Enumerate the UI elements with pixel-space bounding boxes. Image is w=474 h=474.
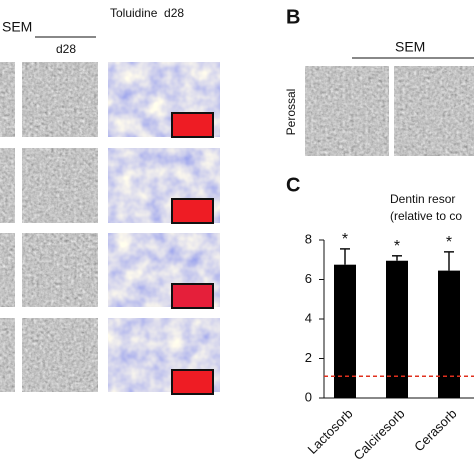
y-tick-label: 6 <box>305 271 312 286</box>
x-tick-label: Lactosorb <box>305 406 356 457</box>
significance-mark: * <box>446 234 452 251</box>
row-label: Perossal <box>284 89 298 136</box>
x-tick-label: Calciresorb <box>350 406 407 463</box>
sem-image <box>305 66 389 156</box>
toluidine-images <box>108 62 220 395</box>
sem-image <box>394 66 474 156</box>
y-tick-label: 0 <box>305 389 312 404</box>
column-label: d28 <box>56 42 76 56</box>
significance-mark: * <box>342 231 348 248</box>
bar <box>334 264 356 398</box>
panel-b-header: SEM <box>395 39 425 55</box>
y-tick-label: 2 <box>305 350 312 365</box>
panel-label: B <box>286 6 300 28</box>
significance-mark: * <box>394 238 400 255</box>
sem-images <box>0 62 98 392</box>
toluidine-label: Toluidine d28 <box>110 6 184 20</box>
chart-title: Dentin resor <box>390 192 455 206</box>
panel-label: C <box>286 174 300 196</box>
y-tick-label: 8 <box>305 231 312 246</box>
panel-a-header: SEM <box>2 19 32 35</box>
y-tick-label: 4 <box>305 310 312 325</box>
chart-title: (relative to co <box>390 209 462 223</box>
bar <box>386 260 408 398</box>
bar <box>438 270 460 398</box>
x-tick-label: Cerasorb <box>411 406 459 454</box>
